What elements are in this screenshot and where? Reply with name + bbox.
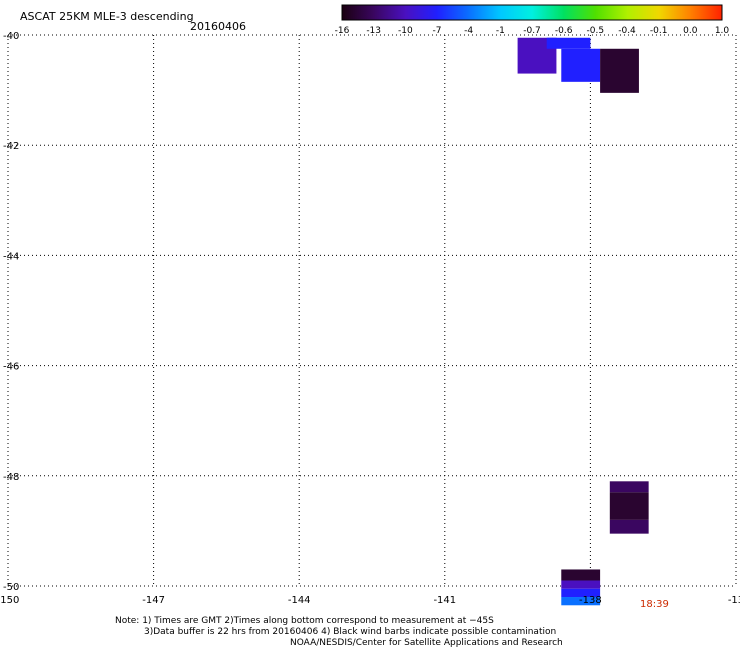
- colorbar-label: -1: [496, 26, 505, 36]
- colorbar-segment: [627, 5, 660, 20]
- colorbar-label: 1.0: [715, 26, 730, 36]
- y-tick-label: -46: [3, 362, 19, 373]
- note-line-2: 3)Data buffer is 22 hrs from 20160406 4)…: [144, 627, 557, 637]
- colorbar-label: -10: [398, 26, 413, 36]
- data-cell: [609, 519, 649, 534]
- y-tick-label: -42: [3, 141, 19, 152]
- colorbar-label: -7: [433, 26, 442, 36]
- colorbar-segment: [595, 5, 628, 20]
- colorbar-frame: [341, 4, 723, 21]
- colorbar-segment: [342, 5, 375, 20]
- y-tick-label: -50: [3, 582, 19, 593]
- x-tick-label: -147: [142, 595, 165, 606]
- colorbar-segment: [405, 5, 438, 20]
- data-cell: [609, 492, 649, 520]
- data-cell: [546, 37, 591, 49]
- colorbar-segment: [468, 5, 501, 20]
- x-axis-ticks: -150 -147 -144 -141 -138 -13: [0, 595, 740, 606]
- colorbar-segment: [658, 5, 691, 20]
- y-tick-label: -40: [3, 31, 19, 42]
- colorbar-label: -0.6: [555, 26, 573, 36]
- colorbar-segment: [690, 5, 723, 20]
- colorbar-label: -0.5: [587, 26, 605, 36]
- colorbar-segment: [373, 5, 406, 20]
- colorbar-segment: [532, 5, 565, 20]
- x-tick-label: -150: [0, 595, 19, 606]
- y-tick-label: -48: [3, 472, 19, 483]
- data-cell: [561, 580, 601, 589]
- colorbar-segment: [500, 5, 533, 20]
- data-cell: [561, 597, 601, 606]
- colorbar: -16 -13 -10 -7 -4 -1 -0.7 -0.6 -0.5 -0.4 -0.1 0.0 1.…: [335, 4, 730, 36]
- data-cell: [561, 569, 601, 581]
- colorbar-label: 0.0: [683, 26, 698, 36]
- colorbar-segment: [563, 5, 596, 20]
- y-tick-label: -44: [3, 251, 19, 262]
- colorbar-segment: [437, 5, 470, 20]
- x-tick-label: -138: [579, 595, 602, 606]
- x-tick-label: -144: [288, 595, 311, 606]
- note-line-1: Note: 1) Times are GMT 2)Times along bot…: [115, 616, 494, 626]
- colorbar-label: -4: [464, 26, 473, 36]
- colorbar-label: -0.4: [618, 26, 636, 36]
- grid-lines: [7, 34, 737, 587]
- y-axis-ticks: -40 -42 -44 -46 -48 -50: [3, 31, 19, 593]
- date-label: 20160406: [190, 20, 246, 33]
- chart-title: ASCAT 25KM MLE-3 descending: [20, 10, 194, 23]
- data-cell: [561, 588, 601, 598]
- time-label: 18:39: [640, 599, 669, 610]
- data-cell: [609, 481, 649, 493]
- x-tick-label: -141: [433, 595, 456, 606]
- data-cell: [600, 48, 639, 93]
- data-cell: [561, 48, 601, 82]
- x-tick-label: -13: [728, 595, 740, 606]
- colorbar-label: -0.7: [523, 26, 541, 36]
- colorbar-label: -16: [335, 26, 350, 36]
- data-cells: [517, 37, 649, 606]
- colorbar-label: -0.1: [650, 26, 668, 36]
- note-line-3: NOAA/NESDIS/Center for Satellite Applica…: [290, 638, 563, 648]
- colorbar-label: -13: [366, 26, 381, 36]
